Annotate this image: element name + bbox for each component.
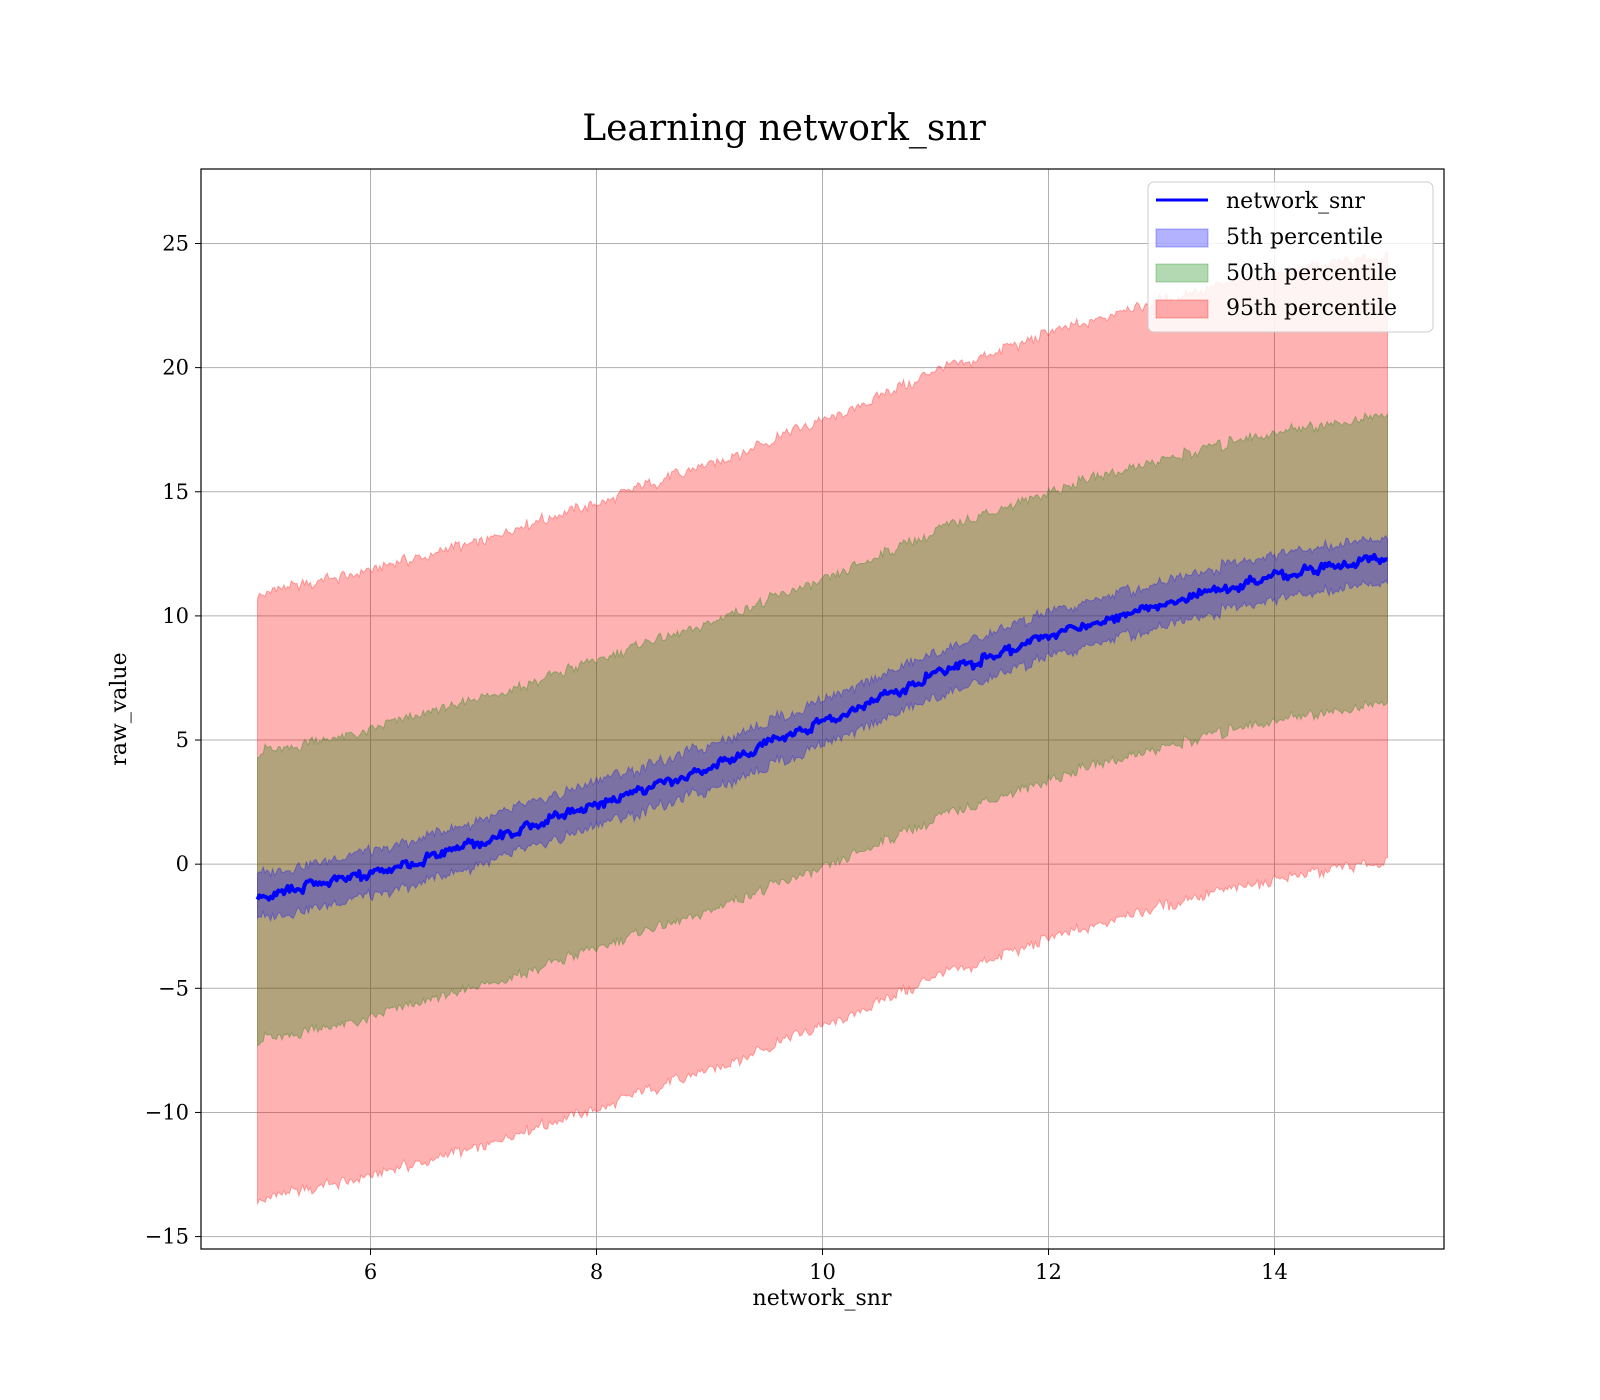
ticks: 6 8 10 12 14 −15 −10 −5 0 5 10 15 20 25	[145, 231, 1288, 1284]
legend-swatch-50th	[1155, 263, 1209, 283]
legend-label-network-snr: network_snr	[1226, 189, 1365, 214]
band-50th-percentile	[257, 411, 1388, 1047]
legend-swatch-5th	[1155, 228, 1209, 248]
y-tick-label: 20	[162, 356, 189, 380]
legend-label-95th: 95th percentile	[1226, 296, 1397, 321]
y-tick-label: 5	[176, 728, 189, 752]
chart-title: Learning network_snr	[582, 108, 986, 149]
y-axis-label: raw_value	[107, 652, 132, 765]
legend-label-50th: 50th percentile	[1226, 261, 1397, 286]
x-tick-label: 8	[590, 1260, 603, 1284]
x-tick-label: 6	[364, 1260, 377, 1284]
y-tick-label: 0	[176, 852, 189, 876]
legend-swatch-95th	[1155, 299, 1209, 319]
y-tick-label: 15	[162, 480, 189, 504]
y-tick-label: −15	[145, 1225, 189, 1249]
legend-label-5th: 5th percentile	[1226, 225, 1383, 250]
y-tick-label: 10	[162, 604, 189, 628]
x-tick-label: 12	[1035, 1260, 1062, 1284]
band-95th-percentile	[257, 251, 1388, 1205]
lines	[255, 552, 1388, 902]
y-tick-label: −10	[145, 1100, 189, 1124]
plot-frame	[200, 168, 1445, 1250]
y-tick-label: −5	[158, 976, 189, 1000]
x-axis-label: network_snr	[753, 1286, 892, 1311]
line-network_snr	[255, 552, 1388, 902]
x-tick-label: 14	[1261, 1260, 1288, 1284]
x-tick-label: 10	[809, 1260, 836, 1284]
y-tick-label: 25	[162, 231, 189, 255]
legend-box	[1147, 181, 1434, 333]
legend: network_snr 5th percentile 50th percenti…	[1147, 181, 1434, 333]
